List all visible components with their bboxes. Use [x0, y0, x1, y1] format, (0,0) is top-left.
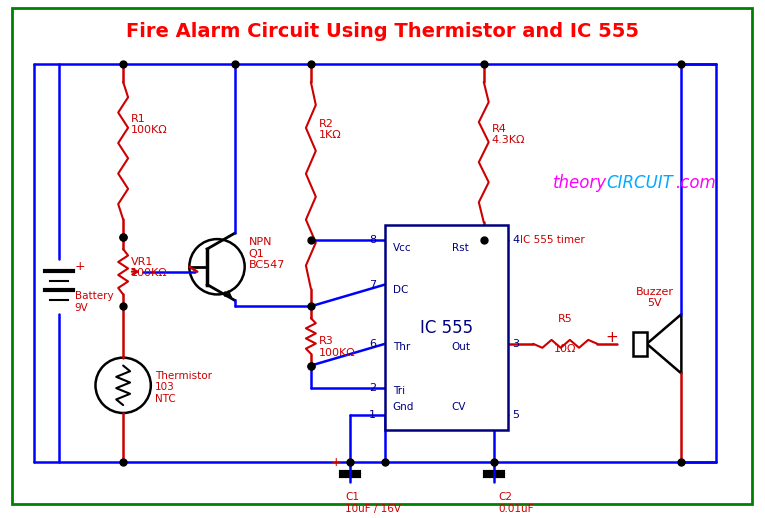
Text: R3
100KΩ: R3 100KΩ [319, 336, 356, 357]
Text: Rst: Rst [451, 243, 468, 253]
Bar [385, 225, 509, 430]
Text: 3: 3 [513, 339, 519, 349]
Text: R2
1KΩ: R2 1KΩ [319, 119, 341, 140]
Text: 4: 4 [513, 235, 519, 245]
Text: IC 555: IC 555 [420, 319, 474, 337]
Text: R4
4.3KΩ: R4 4.3KΩ [492, 123, 526, 145]
Text: IC 555 timer: IC 555 timer [520, 235, 585, 245]
Text: Tri: Tri [393, 386, 405, 396]
Text: 2: 2 [369, 383, 376, 393]
Text: 1: 1 [369, 410, 376, 420]
Text: VR1
100KΩ: VR1 100KΩ [131, 257, 168, 279]
Text: 10Ω: 10Ω [554, 344, 577, 354]
Bar [633, 332, 646, 356]
Text: 5: 5 [513, 410, 519, 420]
Text: Thr: Thr [393, 342, 410, 352]
Text: Gnd: Gnd [393, 402, 415, 412]
Text: Battery
9V: Battery 9V [75, 292, 113, 313]
Text: DC: DC [393, 284, 409, 295]
Text: R5: R5 [558, 314, 573, 324]
Text: 6: 6 [369, 339, 376, 349]
Text: 8: 8 [369, 235, 376, 245]
Text: Out: Out [451, 342, 470, 352]
Text: C1
10uF / 16V: C1 10uF / 16V [346, 492, 402, 514]
Text: CIRCUIT: CIRCUIT [607, 174, 673, 192]
Text: +: + [75, 260, 86, 274]
Text: CV: CV [451, 402, 466, 412]
Text: +: + [605, 330, 618, 346]
Text: theory: theory [553, 174, 607, 192]
Text: Buzzer
5V: Buzzer 5V [636, 286, 674, 308]
Text: .com: .com [675, 174, 716, 192]
Text: NPN
Q1
BC547: NPN Q1 BC547 [249, 237, 285, 270]
Text: Fire Alarm Circuit Using Thermistor and IC 555: Fire Alarm Circuit Using Thermistor and … [126, 22, 640, 41]
Text: C2
0.01uF: C2 0.01uF [499, 492, 534, 514]
Text: +: + [330, 456, 341, 469]
Text: Thermistor
103
NTC: Thermistor 103 NTC [155, 370, 212, 404]
Text: 7: 7 [369, 280, 376, 290]
Text: Vcc: Vcc [393, 243, 412, 253]
Text: R1
100KΩ: R1 100KΩ [131, 113, 168, 135]
